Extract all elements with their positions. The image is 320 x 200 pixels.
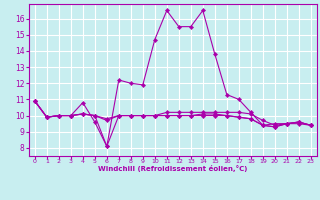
X-axis label: Windchill (Refroidissement éolien,°C): Windchill (Refroidissement éolien,°C)	[98, 165, 247, 172]
